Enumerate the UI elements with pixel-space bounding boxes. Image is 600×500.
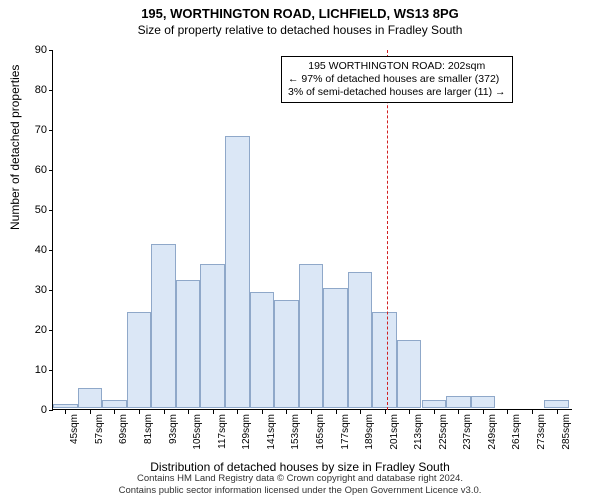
- y-tick-label: 20: [23, 324, 47, 336]
- x-tick-mark: [385, 410, 386, 414]
- x-tick-label: 93sqm: [168, 414, 179, 444]
- x-tick-mark: [483, 410, 484, 414]
- y-tick-mark: [49, 50, 53, 51]
- histogram-bar: [274, 300, 299, 408]
- histogram-bar: [372, 312, 397, 408]
- histogram-bar: [397, 340, 422, 408]
- x-tick-mark: [286, 410, 287, 414]
- histogram-bar: [471, 396, 496, 408]
- x-tick-mark: [360, 410, 361, 414]
- y-tick-mark: [49, 130, 53, 131]
- x-tick-mark: [164, 410, 165, 414]
- x-tick-label: 153sqm: [290, 414, 301, 450]
- x-tick-mark: [409, 410, 410, 414]
- histogram-bar: [446, 396, 471, 408]
- histogram-bar: [225, 136, 250, 408]
- y-tick-mark: [49, 410, 53, 411]
- x-tick-label: 201sqm: [389, 414, 400, 450]
- x-tick-label: 285sqm: [561, 414, 572, 450]
- annotation-line-3: 3% of semi-detached houses are larger (1…: [288, 86, 506, 99]
- annotation-box: 195 WORTHINGTON ROAD: 202sqm ← 97% of de…: [281, 56, 513, 103]
- x-tick-label: 165sqm: [315, 414, 326, 450]
- x-tick-label: 81sqm: [143, 414, 154, 444]
- x-tick-label: 129sqm: [241, 414, 252, 450]
- footer-line-2: Contains public sector information licen…: [0, 485, 600, 496]
- histogram-bar: [200, 264, 225, 408]
- histogram-bar: [102, 400, 127, 408]
- x-tick-label: 237sqm: [462, 414, 473, 450]
- y-tick-label: 70: [23, 124, 47, 136]
- histogram-bar: [127, 312, 152, 408]
- x-tick-mark: [213, 410, 214, 414]
- y-tick-mark: [49, 330, 53, 331]
- footer-attribution: Contains HM Land Registry data © Crown c…: [0, 473, 600, 496]
- x-tick-label: 45sqm: [69, 414, 80, 444]
- x-tick-mark: [139, 410, 140, 414]
- footer-line-1: Contains HM Land Registry data © Crown c…: [0, 473, 600, 484]
- x-tick-mark: [458, 410, 459, 414]
- y-tick-label: 0: [23, 404, 47, 416]
- y-tick-mark: [49, 170, 53, 171]
- x-tick-mark: [557, 410, 558, 414]
- x-tick-mark: [188, 410, 189, 414]
- x-tick-label: 141sqm: [266, 414, 277, 450]
- x-tick-label: 213sqm: [413, 414, 424, 450]
- y-axis-label: Number of detached properties: [8, 65, 22, 230]
- y-tick-label: 50: [23, 204, 47, 216]
- x-tick-mark: [237, 410, 238, 414]
- x-tick-mark: [507, 410, 508, 414]
- histogram-bar: [422, 400, 447, 408]
- histogram-bar: [323, 288, 348, 408]
- x-tick-mark: [434, 410, 435, 414]
- y-tick-mark: [49, 370, 53, 371]
- x-tick-mark: [65, 410, 66, 414]
- histogram-bar: [299, 264, 324, 408]
- y-tick-label: 40: [23, 244, 47, 256]
- x-tick-label: 105sqm: [192, 414, 203, 450]
- histogram-bar: [78, 388, 103, 408]
- chart-area: 010203040506070809045sqm57sqm69sqm81sqm9…: [52, 50, 572, 410]
- x-tick-label: 177sqm: [340, 414, 351, 450]
- histogram-bar: [544, 400, 569, 408]
- x-tick-label: 249sqm: [487, 414, 498, 450]
- y-tick-label: 80: [23, 84, 47, 96]
- y-tick-mark: [49, 250, 53, 251]
- chart-title: 195, WORTHINGTON ROAD, LICHFIELD, WS13 8…: [0, 0, 600, 21]
- annotation-line-2: ← 97% of detached houses are smaller (37…: [288, 73, 506, 86]
- x-tick-mark: [311, 410, 312, 414]
- histogram-bar: [176, 280, 201, 408]
- x-tick-mark: [90, 410, 91, 414]
- histogram-bar: [53, 404, 78, 408]
- x-tick-mark: [262, 410, 263, 414]
- x-tick-label: 189sqm: [364, 414, 375, 450]
- x-axis-label: Distribution of detached houses by size …: [0, 460, 600, 474]
- histogram-bar: [151, 244, 176, 408]
- y-tick-mark: [49, 90, 53, 91]
- x-tick-label: 57sqm: [94, 414, 105, 444]
- x-tick-label: 225sqm: [438, 414, 449, 450]
- y-tick-mark: [49, 210, 53, 211]
- x-tick-label: 117sqm: [217, 414, 228, 449]
- plot-region: 010203040506070809045sqm57sqm69sqm81sqm9…: [52, 50, 572, 410]
- histogram-bar: [250, 292, 275, 408]
- histogram-bar: [348, 272, 373, 408]
- chart-subtitle: Size of property relative to detached ho…: [0, 21, 600, 41]
- y-tick-label: 30: [23, 284, 47, 296]
- x-tick-label: 261sqm: [511, 414, 522, 450]
- y-tick-mark: [49, 290, 53, 291]
- y-tick-label: 60: [23, 164, 47, 176]
- x-tick-mark: [336, 410, 337, 414]
- y-tick-label: 10: [23, 364, 47, 376]
- x-tick-label: 273sqm: [536, 414, 547, 450]
- x-tick-mark: [114, 410, 115, 414]
- x-tick-label: 69sqm: [118, 414, 129, 444]
- reference-marker-line: [387, 50, 388, 410]
- x-tick-mark: [532, 410, 533, 414]
- annotation-line-1: 195 WORTHINGTON ROAD: 202sqm: [288, 60, 506, 73]
- y-tick-label: 90: [23, 44, 47, 56]
